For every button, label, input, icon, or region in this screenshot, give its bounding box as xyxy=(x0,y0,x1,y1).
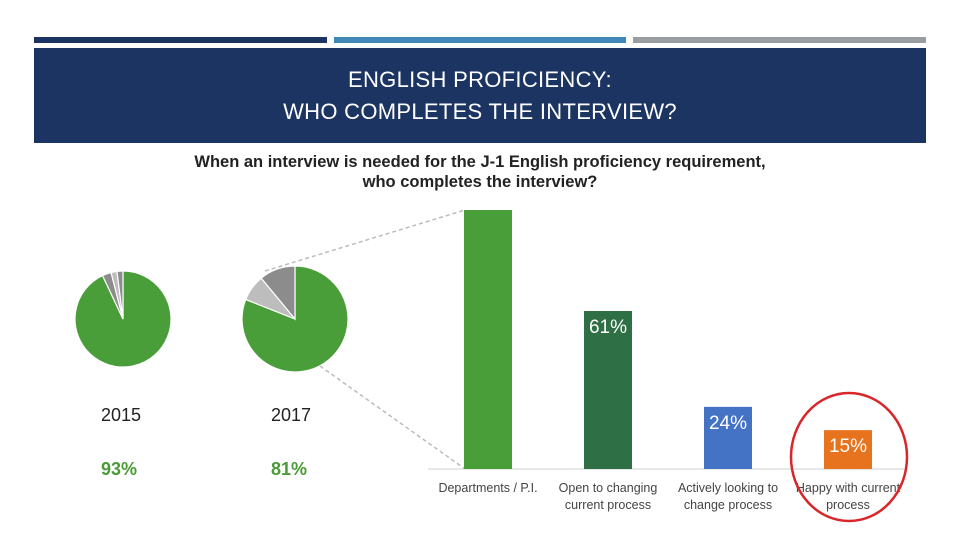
connector-line-bottom xyxy=(319,365,466,470)
bar-3-value-label: 15% xyxy=(829,436,867,457)
highlight-circle xyxy=(789,391,909,523)
bar-1 xyxy=(584,311,632,469)
bar-2 xyxy=(704,406,752,469)
pie-1-slice-2 xyxy=(260,265,296,321)
title-line-2: WHO COMPLETES THE INTERVIEW? xyxy=(283,98,677,124)
accent-bar-gray xyxy=(633,37,926,43)
accent-bar-navy xyxy=(34,37,327,43)
title-line-1: ENGLISH PROFICIENCY: xyxy=(348,66,612,92)
chart-subtitle: When an interview is needed for the J-1 … xyxy=(100,152,860,192)
pie-2015-year: 2015 xyxy=(101,405,142,425)
subtitle-line-1: When an interview is needed for the J-1 … xyxy=(194,153,766,171)
bar-1-category-label-line-0: Open to changing xyxy=(559,481,658,495)
bar-3-category-label-line-0: Happy with current xyxy=(796,481,901,495)
bar-0-category-label-line-0: Departments / P.I. xyxy=(438,481,537,495)
bar-2-category-label-line-0: Actively looking to xyxy=(678,481,778,495)
pie-2015-percent: 93% xyxy=(101,459,138,479)
pie-2017-year: 2017 xyxy=(271,405,312,425)
bar-1-category-label-line-1: current process xyxy=(565,498,651,512)
bar-2-value-label: 24% xyxy=(709,413,747,434)
bar-2-category-label-line-1: change process xyxy=(684,498,772,512)
pie-2017-percent: 81% xyxy=(271,459,308,479)
bar-0 xyxy=(464,210,512,469)
subtitle-line-2: who completes the interview? xyxy=(362,173,598,191)
connector-line-top xyxy=(264,209,466,272)
bar-3-category-label-line-1: process xyxy=(826,498,870,512)
accent-bar-blue xyxy=(334,37,626,43)
title-banner: ENGLISH PROFICIENCY: WHO COMPLETES THE I… xyxy=(34,48,926,143)
bar-1-value-label: 61% xyxy=(589,317,627,338)
pie-0-slice-3 xyxy=(116,270,124,320)
bar-3 xyxy=(824,430,872,469)
